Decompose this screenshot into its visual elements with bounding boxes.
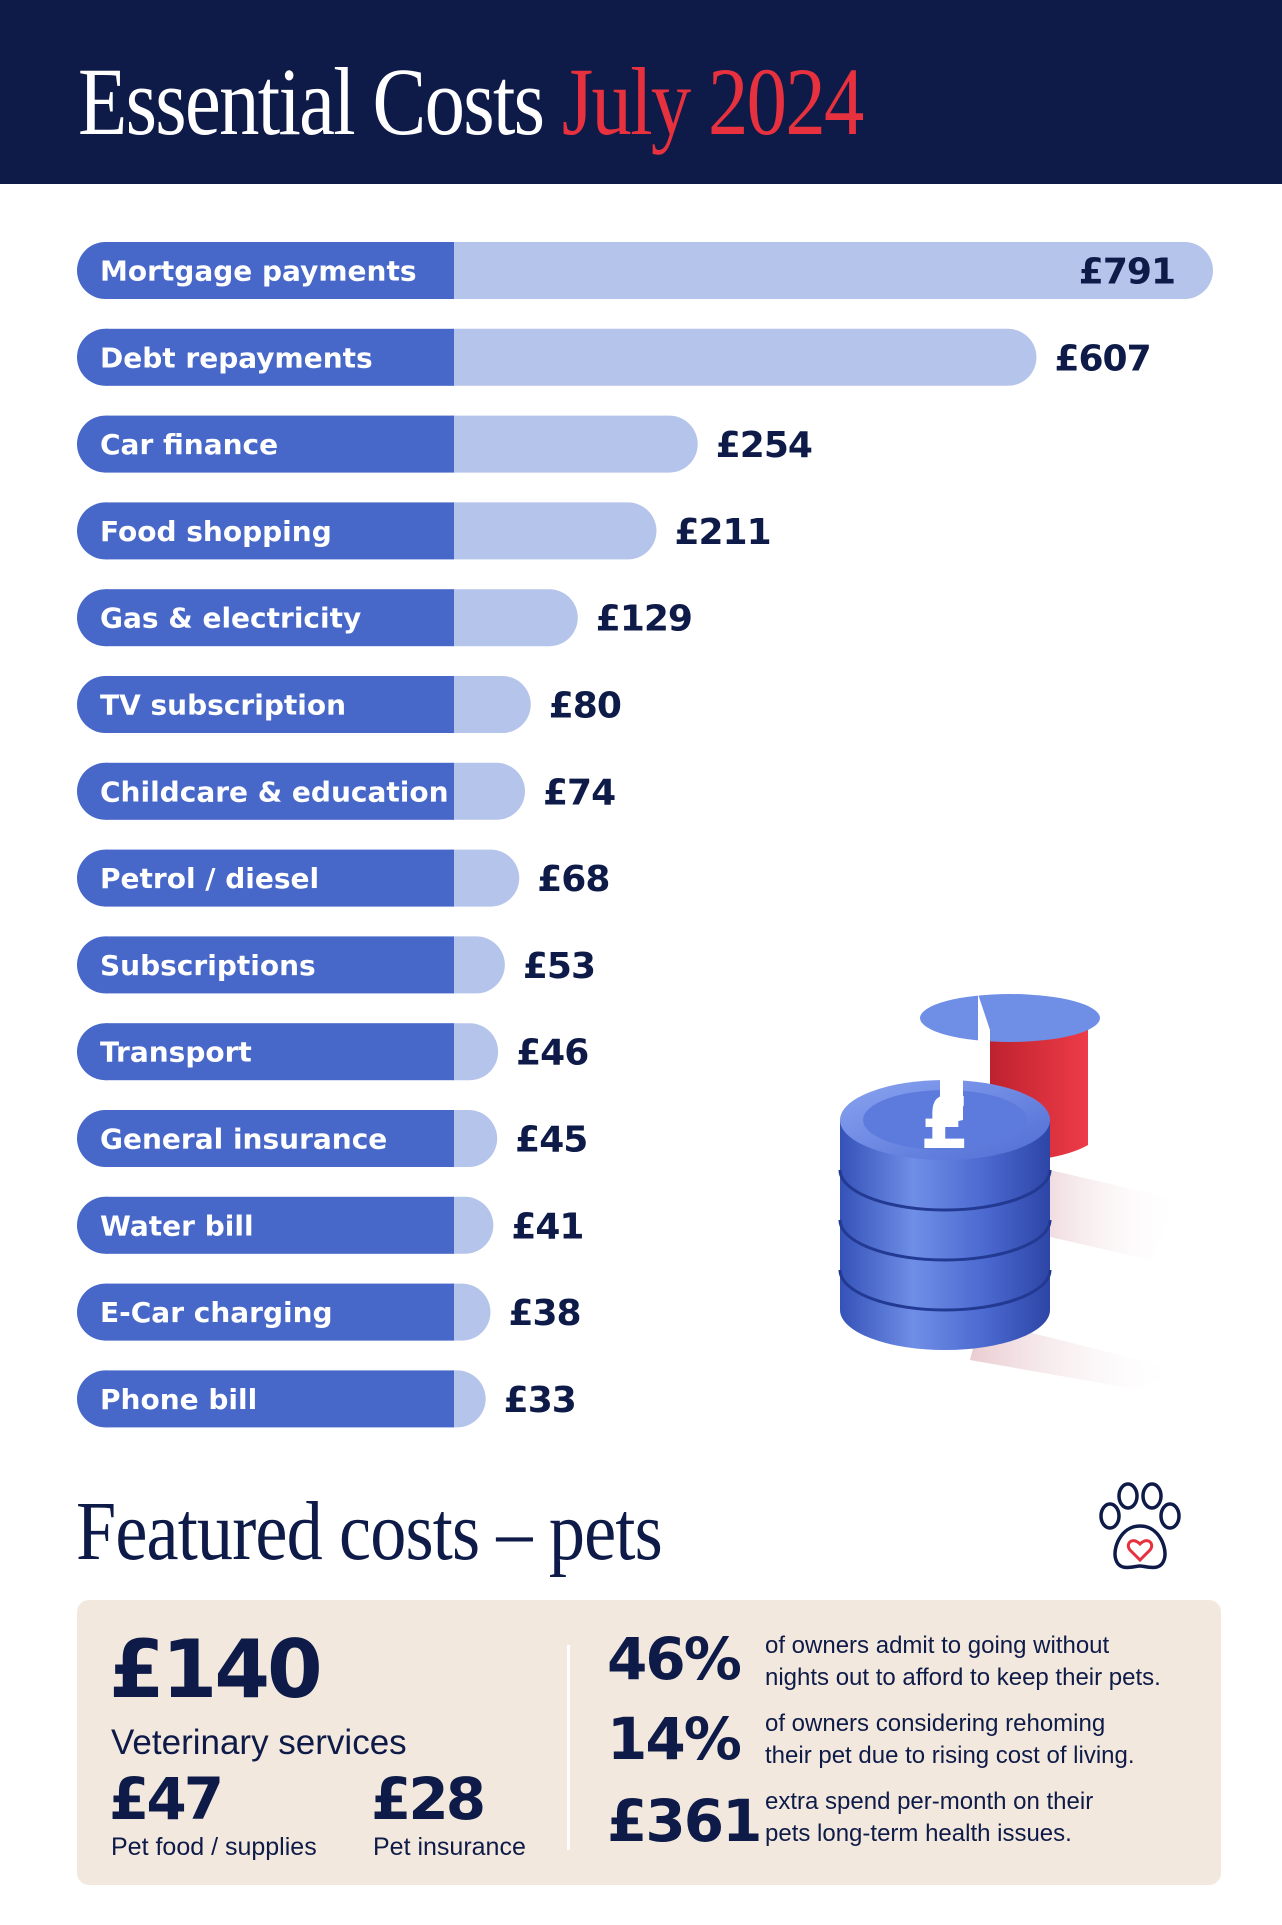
bar-value (425, 589, 578, 647)
stat-value-nights-out: 46% (607, 1625, 742, 1693)
header-banner: Essential Costs July 2024 (0, 0, 1282, 184)
category-label: Subscriptions (100, 949, 316, 982)
bar-label (105, 242, 454, 299)
vet-cost-label: Veterinary services (111, 1723, 407, 1762)
pets-cost-panel: £140 Veterinary services £47 Pet food / … (77, 1600, 1221, 1885)
bar-label (105, 328, 454, 386)
bar-value (425, 502, 657, 560)
value-label: £211 (674, 512, 770, 553)
stat-value-health-spend: £361 (607, 1787, 762, 1855)
category-label: Phone bill (100, 1383, 257, 1416)
category-label: Gas & electricity (100, 602, 361, 635)
value-label: £68 (537, 859, 609, 900)
bar-label (105, 676, 454, 733)
value-label: £38 (508, 1293, 580, 1334)
bar-value (425, 242, 1213, 299)
essential-costs-bar-chart: Mortgage payments £791 Debt repayments £607… (77, 242, 1213, 1428)
category-label: General insurance (100, 1123, 387, 1156)
stat-text-health-spend: extra spend per-month on their pets long… (765, 1786, 1205, 1850)
category-label: Childcare & education (100, 775, 449, 808)
paw-heart-icon (1099, 1482, 1181, 1570)
stat-text-nights-out: of owners admit to going without nights … (765, 1630, 1205, 1694)
pound-coin-stack-icon: £ (838, 994, 1180, 1390)
category-label: Mortgage payments (100, 255, 417, 288)
bar-label (105, 1110, 454, 1167)
pet-food-label: Pet food / supplies (111, 1833, 317, 1861)
value-label: £45 (515, 1120, 587, 1161)
page-title-main: Essential Costs (78, 48, 545, 155)
stat-text-line: extra spend per-month on their (765, 1788, 1094, 1815)
category-label: TV subscription (100, 689, 346, 722)
pets-section-title: Featured costs – pets (76, 1485, 663, 1578)
category-label: Petrol / diesel (100, 862, 319, 895)
value-label: £41 (511, 1206, 583, 1247)
value-label: £129 (596, 599, 692, 640)
category-label: E-Car charging (100, 1296, 333, 1329)
value-label: £607 (1054, 338, 1150, 379)
value-label: £74 (543, 772, 615, 813)
pet-insurance-value: £28 (371, 1765, 486, 1833)
stat-text-line: their pet due to rising cost of living. (765, 1742, 1135, 1770)
category-label: Debt repayments (100, 341, 373, 374)
value-label: £33 (504, 1380, 576, 1421)
pet-insurance-label: Pet insurance (373, 1833, 526, 1861)
bar-label (105, 1283, 454, 1341)
bar-label (105, 762, 454, 820)
bar-label (105, 936, 454, 994)
bar-label (105, 415, 454, 473)
stat-text-rehoming: of owners considering rehoming their pet… (765, 1708, 1205, 1772)
category-label: Food shopping (100, 515, 332, 548)
category-label: Transport (100, 1036, 252, 1069)
value-label: £46 (516, 1033, 588, 1074)
stat-text-line: pets long-term health issues. (765, 1820, 1072, 1848)
stat-text-line: of owners admit to going without (765, 1632, 1110, 1659)
bar-value (425, 415, 698, 473)
bar-label (105, 849, 454, 907)
value-label: £791 (1079, 252, 1175, 293)
stat-value-rehoming: 14% (607, 1705, 742, 1773)
bar-label (105, 1023, 454, 1081)
stat-text-line: of owners considering rehoming (765, 1710, 1106, 1737)
stat-text-line: nights out to afford to keep their pets. (765, 1664, 1161, 1692)
value-label: £53 (523, 946, 595, 987)
value-label: £80 (549, 686, 621, 727)
bar-value (425, 328, 1037, 386)
vet-cost-value: £140 (109, 1623, 323, 1716)
value-label: £254 (716, 425, 812, 466)
page-title-accent: July 2024 (561, 48, 864, 155)
bar-label (105, 589, 454, 647)
bar-label (105, 1196, 454, 1254)
bar-label (105, 1370, 454, 1428)
pets-divider (567, 1645, 570, 1850)
bar-label (105, 502, 454, 560)
page-title: Essential Costs July 2024 (78, 54, 864, 150)
category-label: Car finance (100, 428, 278, 461)
pet-food-value: £47 (109, 1765, 224, 1833)
category-label: Water bill (100, 1209, 254, 1242)
